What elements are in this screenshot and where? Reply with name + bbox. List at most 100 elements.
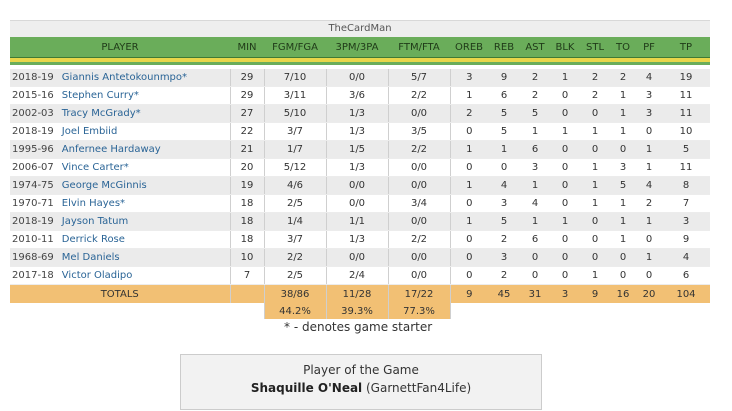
stat-tp: 8 (662, 176, 710, 195)
col-header-oreb[interactable]: OREB (450, 37, 488, 58)
stat-reb: 6 (488, 86, 520, 105)
col-header-min[interactable]: MIN (230, 37, 264, 58)
player-name-link[interactable]: Mel Daniels (61, 252, 120, 263)
stat-oreb: 0 (450, 248, 488, 267)
player-name-link[interactable]: Anfernee Hardaway (61, 144, 161, 155)
stat-min: 18 (229, 194, 265, 213)
stat-3p: 2/4 (325, 266, 389, 285)
stat-tp: 9 (662, 230, 710, 249)
totals-pf: 20 (636, 284, 662, 303)
stat-to: 1 (610, 194, 636, 213)
player-name-link[interactable]: Joel Embiid (61, 126, 118, 137)
stat-fg: 3/7 (263, 122, 327, 141)
totals-min (229, 284, 265, 303)
col-header-reb[interactable]: REB (488, 37, 520, 58)
stat-to: 1 (610, 230, 636, 249)
col-header-to[interactable]: TO (610, 37, 636, 58)
col-header-fg[interactable]: FGM/FGA (264, 37, 326, 58)
stat-fg: 2/2 (263, 248, 327, 267)
stat-tp: 11 (662, 86, 710, 105)
stat-pf: 4 (636, 176, 662, 195)
player-name-link[interactable]: Giannis Antetokounmpo* (61, 72, 188, 83)
player-name-link[interactable]: Vince Carter* (61, 162, 129, 173)
col-header-pf[interactable]: PF (636, 37, 662, 58)
stat-ft: 0/0 (387, 158, 451, 177)
col-header-ast[interactable]: AST (520, 37, 550, 58)
stat-to: 3 (610, 158, 636, 177)
stat-ast: 5 (520, 104, 550, 123)
player-row: 2018-19 Jayson Tatum 18 1/4 1/1 0/0 1 5 1 1 0 1 1 3 (10, 212, 710, 231)
stat-fg: 2/5 (263, 266, 327, 285)
stat-blk: 0 (550, 104, 580, 123)
col-header-blk[interactable]: BLK (550, 37, 580, 58)
player-season: 1968-69 (12, 252, 54, 263)
stat-stl: 1 (580, 194, 610, 213)
player-cell: 2006-07 Vince Carter* (10, 158, 230, 177)
stat-ast: 1 (520, 122, 550, 141)
stat-stl: 0 (580, 212, 610, 231)
stat-ft: 0/0 (387, 266, 451, 285)
totals-blk: 3 (550, 284, 580, 303)
stat-oreb: 1 (450, 176, 488, 195)
potg-title: Player of the Game (303, 363, 419, 377)
col-header-player[interactable]: PLAYER (10, 37, 230, 58)
player-season: 2018-19 (12, 126, 54, 137)
col-header-stl[interactable]: STL (580, 37, 610, 58)
stat-min: 27 (229, 104, 265, 123)
totals-reb: 45 (488, 284, 520, 303)
stat-pf: 4 (636, 69, 662, 87)
player-name-link[interactable]: Victor Oladipo (61, 270, 133, 281)
stat-oreb: 0 (450, 194, 488, 213)
stat-stl: 1 (580, 122, 610, 141)
stat-blk: 0 (550, 158, 580, 177)
stat-ft: 0/0 (387, 104, 451, 123)
player-name-link[interactable]: Elvin Hayes* (61, 198, 126, 209)
player-name-link[interactable]: Tracy McGrady* (61, 108, 141, 119)
stat-pf: 3 (636, 104, 662, 123)
stat-ast: 6 (520, 230, 550, 249)
header-row: PLAYER MIN FGM/FGA 3PM/3PA FTM/FTA OREB … (10, 37, 710, 58)
player-season: 2018-19 (12, 216, 54, 227)
stat-3p: 0/0 (325, 248, 389, 267)
stat-pf: 1 (636, 212, 662, 231)
stat-ft: 0/0 (387, 212, 451, 231)
player-row: 2018-19 Joel Embiid 22 3/7 1/3 3/5 0 5 1 1 1 1 0 10 (10, 122, 710, 141)
header-stripe (10, 57, 710, 65)
stat-ast: 0 (520, 248, 550, 267)
player-row: 2002-03 Tracy McGrady* 27 5/10 1/3 0/0 2 5 5 0 0 1 3… (10, 104, 710, 123)
stat-reb: 2 (488, 230, 520, 249)
player-name-link[interactable]: Jayson Tatum (61, 216, 129, 227)
player-name-link[interactable]: Derrick Rose (61, 234, 125, 245)
stat-fg: 3/7 (263, 230, 327, 249)
stat-ft: 2/2 (387, 86, 451, 105)
stat-3p: 1/3 (325, 158, 389, 177)
stat-oreb: 1 (450, 86, 488, 105)
totals-to: 16 (610, 284, 636, 303)
stat-min: 29 (229, 69, 265, 87)
stat-fg: 1/4 (263, 212, 327, 231)
stat-oreb: 0 (450, 230, 488, 249)
col-header-3p[interactable]: 3PM/3PA (326, 37, 388, 58)
player-name-link[interactable]: Stephen Curry* (61, 90, 139, 101)
stat-to: 2 (610, 69, 636, 87)
col-header-tp[interactable]: TP (662, 37, 710, 58)
player-season: 1995-96 (12, 144, 54, 155)
player-name-link[interactable]: George McGinnis (61, 180, 147, 191)
stat-ast: 1 (520, 212, 550, 231)
player-season: 2017-18 (12, 270, 54, 281)
fg-percent: 44.2% (263, 303, 327, 319)
stat-ft: 0/0 (387, 176, 451, 195)
stat-to: 0 (610, 266, 636, 285)
stat-stl: 1 (580, 266, 610, 285)
player-cell: 2002-03 Tracy McGrady* (10, 104, 230, 123)
stat-ast: 2 (520, 86, 550, 105)
col-header-ft[interactable]: FTM/FTA (388, 37, 450, 58)
stat-stl: 1 (580, 158, 610, 177)
stat-min: 20 (229, 158, 265, 177)
player-row: 2017-18 Victor Oladipo 7 2/5 2/4 0/0 0 2 0 0 1 0 0 6 (10, 266, 710, 285)
stat-min: 21 (229, 140, 265, 159)
stat-3p: 3/6 (325, 86, 389, 105)
stat-ast: 3 (520, 158, 550, 177)
player-cell: 2015-16 Stephen Curry* (10, 86, 230, 105)
stat-fg: 5/12 (263, 158, 327, 177)
